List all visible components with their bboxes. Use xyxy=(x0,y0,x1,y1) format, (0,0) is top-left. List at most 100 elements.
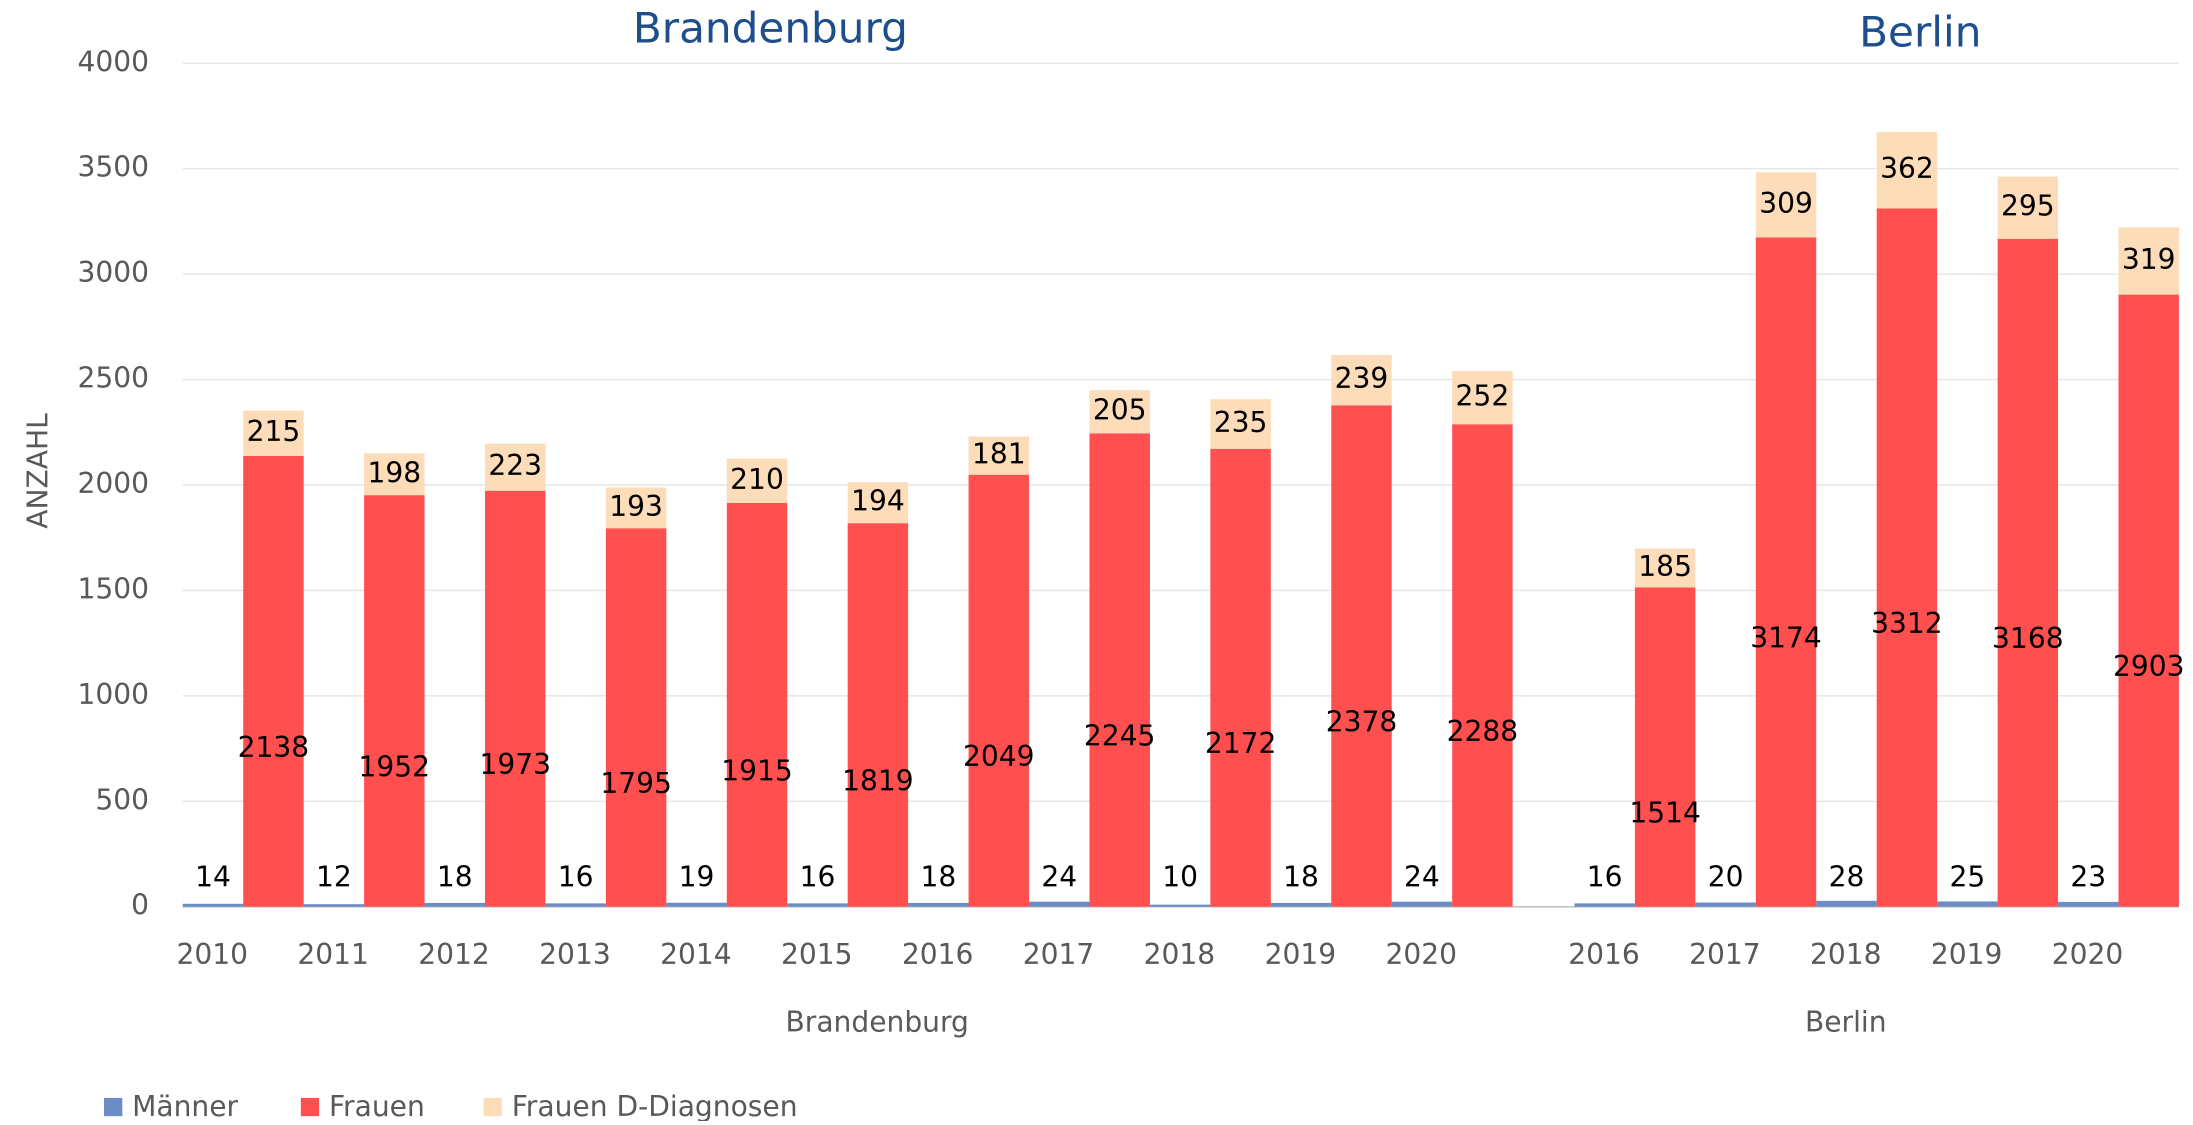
x-tick-label: 2015 xyxy=(781,938,853,971)
bar-segment xyxy=(1634,587,1696,907)
x-tick-label: 2019 xyxy=(1265,938,1337,971)
x-tick-label: 2016 xyxy=(902,938,974,971)
data-label: 1952 xyxy=(359,750,431,783)
legend-swatch xyxy=(104,1097,123,1117)
bar-segment xyxy=(1210,448,1271,907)
data-label: 185 xyxy=(1638,550,1692,583)
x-tick-label: 2010 xyxy=(176,938,248,971)
data-label: 223 xyxy=(488,449,542,482)
data-label: 24 xyxy=(1041,861,1077,894)
x-tick-label: 2018 xyxy=(1810,938,1882,971)
x-tick-label: 2018 xyxy=(1144,938,1216,971)
bar xyxy=(1695,902,1756,907)
data-label: 193 xyxy=(609,490,663,523)
data-label: 362 xyxy=(1880,152,1934,185)
bar-segment xyxy=(364,453,425,496)
data-label: 19 xyxy=(679,861,715,894)
x-tick-label: 2017 xyxy=(1023,938,1095,971)
data-label: 3174 xyxy=(1750,622,1822,655)
bar-segment xyxy=(847,523,909,907)
data-label: 2138 xyxy=(238,731,310,764)
bar xyxy=(1270,902,1332,907)
y-tick-label: 1000 xyxy=(77,678,149,711)
y-tick-label: 0 xyxy=(131,889,149,922)
bar-segment xyxy=(1997,176,2059,239)
bar-segment xyxy=(364,495,425,907)
data-label: 2378 xyxy=(1326,705,1398,738)
data-label: 24 xyxy=(1404,861,1440,894)
data-label: 181 xyxy=(972,438,1026,471)
data-label: 18 xyxy=(920,861,956,894)
data-label: 252 xyxy=(1456,380,1510,413)
data-label: 198 xyxy=(367,456,421,489)
x-tick-label: 2019 xyxy=(1931,938,2003,971)
bar-segment xyxy=(2118,294,2179,907)
data-label: 210 xyxy=(730,463,784,496)
data-label: 16 xyxy=(558,861,594,894)
bar-segment xyxy=(1089,390,1150,434)
bar-segment xyxy=(243,455,304,907)
x-tick-label: 2020 xyxy=(1385,938,1457,971)
bar xyxy=(1816,900,1877,907)
y-tick-label: 500 xyxy=(95,783,149,816)
legend-label: Frauen D-Diagnosen xyxy=(512,1090,798,1121)
data-label: 239 xyxy=(1335,362,1389,395)
bar xyxy=(545,903,606,907)
x-tick-label: 2020 xyxy=(2052,938,2124,971)
bar-segment xyxy=(1755,172,1817,238)
data-label: 205 xyxy=(1093,394,1147,427)
bar xyxy=(908,902,969,907)
bar xyxy=(1937,901,1998,907)
x-tick-label: 2012 xyxy=(418,938,490,971)
data-label: 16 xyxy=(1587,861,1623,894)
bar-segment xyxy=(2118,227,2179,295)
y-tick-label: 3500 xyxy=(77,151,149,184)
y-tick-label: 2000 xyxy=(77,467,149,500)
bar-segment xyxy=(243,410,304,456)
bar-segment xyxy=(1452,424,1513,907)
data-label: 16 xyxy=(800,861,836,894)
data-label: 28 xyxy=(1829,861,1865,894)
data-label: 10 xyxy=(1162,861,1198,894)
group-label: Brandenburg xyxy=(785,1005,968,1038)
bar xyxy=(1574,903,1635,907)
bar xyxy=(1391,901,1453,907)
data-label: 319 xyxy=(2122,243,2176,276)
bar-segment xyxy=(1997,238,2059,907)
data-label: 235 xyxy=(1214,406,1268,439)
x-tick-label: 2014 xyxy=(660,938,732,971)
bar xyxy=(787,903,848,907)
data-label: 2288 xyxy=(1447,715,1519,748)
legend-label: Männer xyxy=(132,1090,238,1121)
y-tick-label: 1500 xyxy=(77,572,149,605)
x-tick-label: 2011 xyxy=(297,938,369,971)
bar-segment xyxy=(1089,433,1150,907)
data-label: 2245 xyxy=(1084,720,1156,753)
bar-segment xyxy=(847,482,909,524)
data-label: 1915 xyxy=(721,754,793,787)
group-title: Berlin xyxy=(1859,8,1981,57)
y-tick-label: 4000 xyxy=(77,45,149,78)
group-label: Berlin xyxy=(1805,1005,1887,1038)
data-label: 1819 xyxy=(842,764,914,797)
data-label: 20 xyxy=(1708,861,1744,894)
x-tick-label: 2016 xyxy=(1568,938,1640,971)
bar-segment xyxy=(484,443,546,491)
legend-swatch xyxy=(300,1097,320,1117)
data-label: 295 xyxy=(2001,190,2055,223)
bar-segment xyxy=(1331,405,1392,907)
y-tick-label: 2500 xyxy=(77,362,149,395)
bar-segment xyxy=(1876,208,1938,907)
data-label: 25 xyxy=(1949,861,1985,894)
bar xyxy=(1029,901,1090,907)
x-tick-label: 2013 xyxy=(539,938,611,971)
bar-segment xyxy=(605,487,667,529)
group-title: Brandenburg xyxy=(633,3,908,52)
bar-segment xyxy=(1210,399,1271,449)
bar xyxy=(1149,904,1211,907)
data-label: 1795 xyxy=(600,767,672,800)
data-label: 1973 xyxy=(479,748,551,781)
bar xyxy=(424,902,485,907)
bar-segment xyxy=(726,502,788,907)
